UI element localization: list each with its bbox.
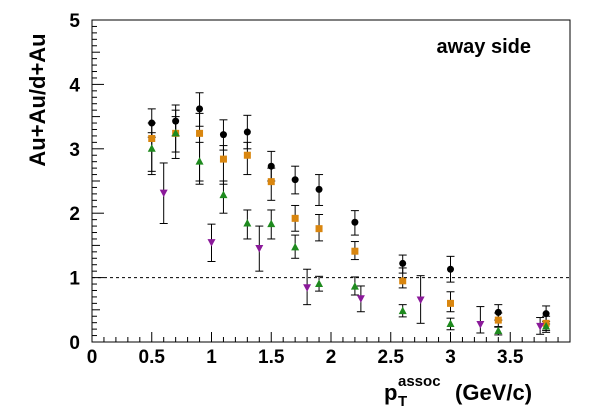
data-point-triangle-up	[315, 279, 324, 288]
data-point-square	[315, 225, 323, 233]
data-point-circle	[399, 259, 407, 267]
data-point-square	[148, 134, 156, 142]
y-axis-ticks: 0 1 2 3 4 5	[69, 11, 104, 354]
data-point-square	[399, 277, 407, 285]
x-tick-label: 3	[445, 347, 456, 368]
data-point-triangle-up	[195, 157, 204, 165]
data-point-triangle-up	[350, 282, 359, 290]
x-tick-label: 3.5	[497, 347, 524, 368]
x-axis-title-unit: (GeV/c)	[455, 380, 532, 405]
data-point-triangle-down	[207, 239, 216, 247]
data-point-square	[447, 299, 454, 307]
x-axis-ticks: 0 0.5 1 1.5 2 2.5 3 3.5	[87, 332, 571, 368]
x-axis-title-sup: assoc	[398, 373, 441, 390]
data-point-circle	[494, 308, 502, 316]
data-point-triangle-down	[476, 320, 485, 329]
x-tick-label: 2.5	[378, 347, 405, 368]
data-point-square	[219, 155, 227, 163]
y-tick-label: 0	[69, 333, 80, 354]
data-point-circle	[196, 105, 204, 113]
data-point-circle	[542, 310, 550, 318]
data-point-triangle-down	[255, 244, 264, 253]
data-point-triangle-up	[446, 319, 455, 327]
data-point-square	[267, 178, 275, 186]
data-point-triangle-up	[494, 326, 503, 335]
data-point-square	[494, 316, 502, 324]
data-point-triangle-down	[416, 296, 425, 304]
data-point-circle	[291, 176, 299, 184]
data-point-circle	[243, 128, 251, 136]
data-point-square	[243, 151, 251, 159]
data-points	[147, 105, 551, 335]
y-tick-label: 4	[69, 75, 80, 96]
annotation-away-side: away side	[436, 36, 531, 58]
data-point-triangle-down	[303, 284, 312, 292]
data-point-circle	[351, 218, 359, 226]
data-point-square	[196, 129, 204, 137]
y-tick-label: 1	[69, 269, 80, 290]
data-point-circle	[315, 185, 323, 193]
y-tick-label: 2	[69, 204, 80, 225]
x-axis-title-sub: T	[398, 393, 407, 410]
x-tick-label: 2	[326, 347, 337, 368]
data-point-triangle-down	[356, 295, 365, 303]
data-point-circle	[267, 162, 275, 170]
data-point-triangle-up	[171, 128, 180, 137]
y-axis-title: Au+Au/d+Au	[25, 33, 50, 166]
x-tick-label: 0.5	[139, 347, 166, 368]
data-point-triangle-down	[159, 189, 168, 198]
y-tick-label: 3	[69, 140, 80, 161]
data-point-circle	[172, 117, 180, 125]
data-point-circle	[447, 265, 454, 273]
x-axis-title: p T assoc (GeV/c)	[384, 373, 532, 410]
data-point-triangle-up	[398, 306, 407, 315]
data-point-triangle-up	[267, 219, 276, 228]
data-point-circle	[219, 131, 227, 139]
data-point-triangle-up	[147, 144, 156, 152]
y-tick-label: 5	[69, 11, 80, 32]
data-point-square	[291, 214, 299, 222]
x-tick-label: 1.5	[258, 347, 285, 368]
x-tick-label: 0	[87, 347, 98, 368]
data-point-triangle-up	[219, 190, 228, 199]
data-point-square	[351, 247, 359, 255]
x-axis-title-p: p	[384, 380, 397, 405]
data-point-triangle-up	[291, 242, 300, 251]
x-tick-label: 1	[206, 347, 217, 368]
data-point-triangle-up	[243, 219, 252, 227]
data-point-triangle-up	[542, 322, 551, 330]
data-point-circle	[148, 119, 156, 127]
data-point-triangle-down	[536, 322, 545, 331]
